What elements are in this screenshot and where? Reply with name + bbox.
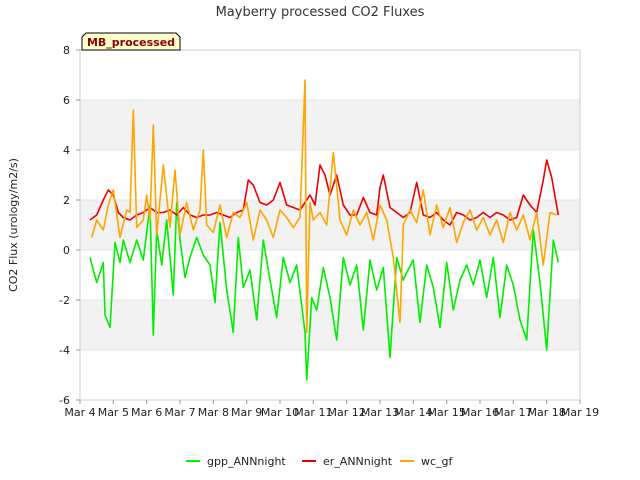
y-tick-label: -4 <box>59 344 70 357</box>
y-axis-label: CO2 Flux (urology/m2/s) <box>7 158 20 292</box>
y-tick-label: 6 <box>63 94 70 107</box>
grid-band <box>80 300 580 350</box>
legend-label: er_ANNnight <box>323 455 393 468</box>
x-tick-label: Mar 16 <box>461 406 499 419</box>
y-tick-label: -2 <box>59 294 70 307</box>
series-line-wc_gf <box>90 79 557 334</box>
x-tick-label: Mar 13 <box>361 406 399 419</box>
x-tick-label: Mar 4 <box>64 406 95 419</box>
legend: gpp_ANNnight er_ANNnight wc_gf <box>186 455 454 468</box>
series-lines <box>89 79 560 381</box>
x-tick-label: Mar 6 <box>131 406 162 419</box>
x-tick-label: Mar 12 <box>328 406 366 419</box>
x-tick-label: Mar 8 <box>198 406 229 419</box>
badge: MB_processed <box>81 32 181 51</box>
grid-band <box>80 50 580 100</box>
x-tick-label: Mar 19 <box>561 406 599 419</box>
legend-label: gpp_ANNnight <box>207 455 286 468</box>
y-tick-label: 8 <box>63 44 70 57</box>
series-line-er_ANNnight <box>89 159 560 226</box>
chart-title: Mayberry processed CO2 Fluxes <box>216 5 425 20</box>
grid-band <box>80 200 580 250</box>
x-tick-label: Mar 11 <box>294 406 332 419</box>
badge-label: MB_processed <box>87 36 175 49</box>
x-tick-label: Mar 17 <box>494 406 532 419</box>
y-tick-label: 4 <box>63 144 70 157</box>
y-tick-label: -6 <box>59 394 70 407</box>
y-tick-label: 0 <box>63 244 70 257</box>
y-tick-label: 2 <box>63 194 70 207</box>
plot-border <box>79 49 581 401</box>
badge-shape <box>81 32 181 51</box>
grid-band <box>80 100 580 150</box>
x-tick-label: Mar 7 <box>164 406 195 419</box>
x-tick-label: Mar 15 <box>428 406 466 419</box>
x-tick-label: Mar 14 <box>394 406 432 419</box>
x-tick-label: Mar 10 <box>261 406 299 419</box>
y-axis-ticks: -6 -4 -2 0 2 4 6 8 <box>59 44 80 407</box>
plot-bands <box>80 50 580 401</box>
x-tick-label: Mar 18 <box>528 406 566 419</box>
grid-band <box>80 350 580 400</box>
legend-label: wc_gf <box>421 455 454 468</box>
x-tick-label: Mar 9 <box>231 406 262 419</box>
x-tick-label: Mar 5 <box>98 406 129 419</box>
